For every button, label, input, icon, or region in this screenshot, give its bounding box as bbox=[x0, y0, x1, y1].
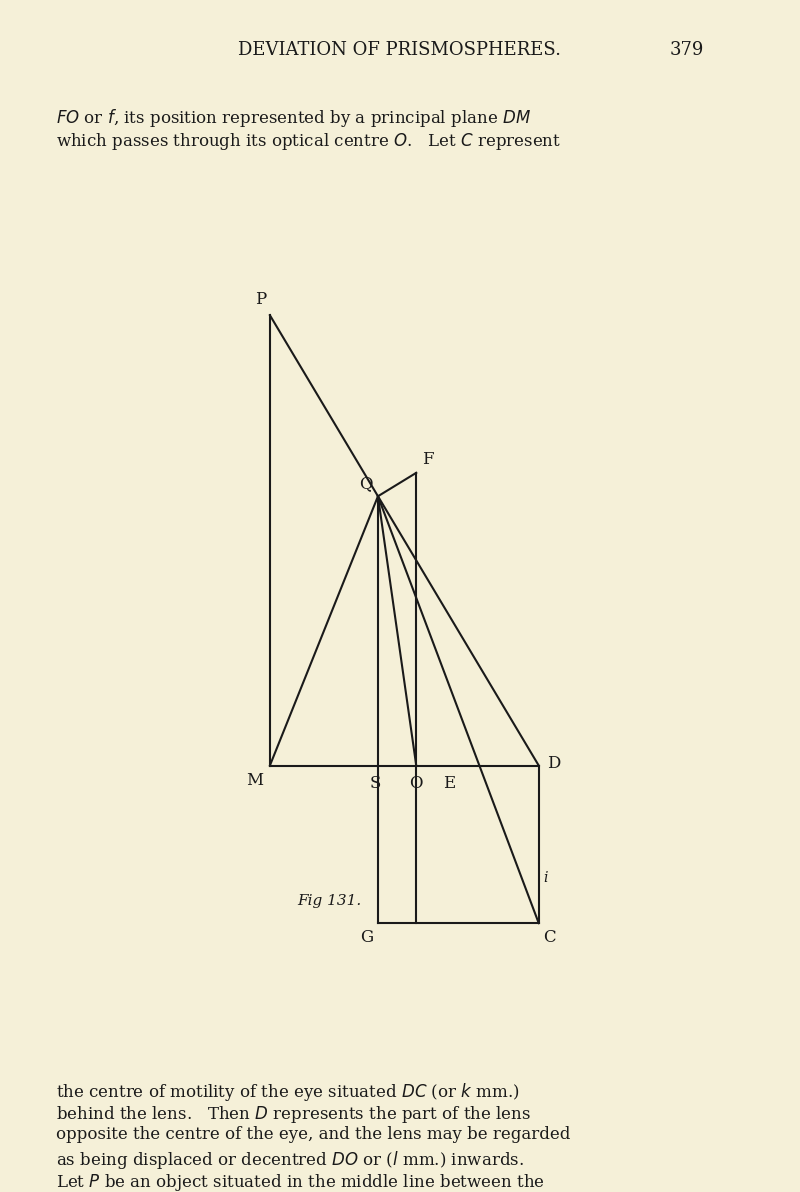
Text: as being displaced or decentred $DO$ or ($l$ mm.) inwards.: as being displaced or decentred $DO$ or … bbox=[56, 1149, 524, 1171]
Text: M: M bbox=[246, 772, 263, 789]
Text: which passes through its optical centre $O$.   Let $C$ represent: which passes through its optical centre … bbox=[56, 131, 561, 153]
Text: E: E bbox=[443, 775, 456, 791]
Text: DEVIATION OF PRISMOSPHERES.: DEVIATION OF PRISMOSPHERES. bbox=[238, 41, 562, 58]
Text: P: P bbox=[255, 292, 266, 309]
Text: behind the lens.   Then $D$ represents the part of the lens: behind the lens. Then $D$ represents the… bbox=[56, 1104, 531, 1125]
Text: opposite the centre of the eye, and the lens may be regarded: opposite the centre of the eye, and the … bbox=[56, 1126, 570, 1143]
Text: G: G bbox=[360, 929, 374, 945]
Text: 379: 379 bbox=[670, 41, 704, 58]
Text: Q: Q bbox=[359, 476, 373, 492]
Text: F: F bbox=[422, 452, 434, 468]
Text: S: S bbox=[370, 775, 382, 791]
Text: D: D bbox=[547, 755, 560, 771]
Text: i: i bbox=[543, 871, 548, 886]
Text: Let $P$ be an object situated in the middle line between the: Let $P$ be an object situated in the mid… bbox=[56, 1172, 545, 1192]
Text: $FO$ or $f$, its position represented by a principal plane $DM$: $FO$ or $f$, its position represented by… bbox=[56, 107, 531, 129]
Text: O: O bbox=[410, 775, 423, 791]
Text: the centre of motility of the eye situated $DC$ (or $k$ mm.): the centre of motility of the eye situat… bbox=[56, 1081, 519, 1103]
Text: Fig 131.: Fig 131. bbox=[297, 894, 361, 907]
Text: C: C bbox=[543, 929, 556, 945]
